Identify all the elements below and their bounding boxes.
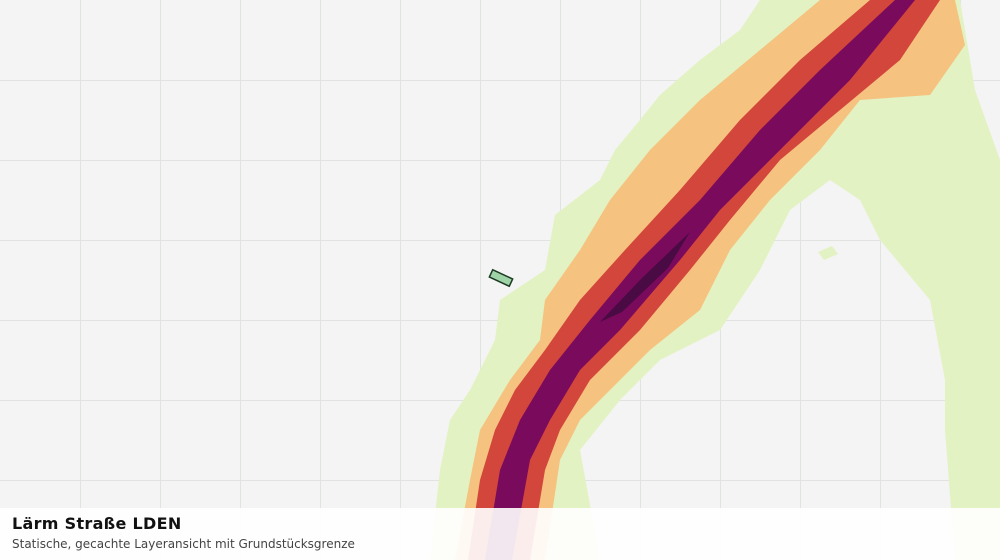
layer-subtitle: Statische, gecachte Layeransicht mit Gru… (12, 537, 355, 551)
layer-title: Lärm Straße LDEN (12, 514, 182, 533)
legend-panel: Lärm Straße LDEN Statische, gecachte Lay… (0, 508, 1000, 560)
noise-zone-mid (455, 0, 965, 560)
noise-zone-max (600, 232, 690, 322)
noise-zone-low (818, 246, 838, 260)
parcel-boundary (488, 268, 514, 288)
